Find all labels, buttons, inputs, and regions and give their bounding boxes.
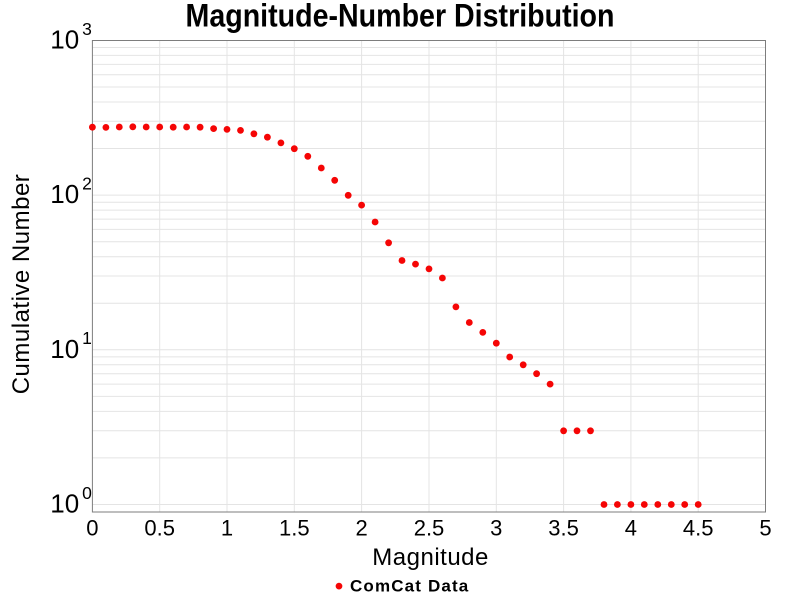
svg-text:1: 1: [221, 516, 233, 541]
svg-text:5: 5: [759, 516, 771, 541]
svg-text:ComCat Data: ComCat Data: [350, 577, 469, 596]
svg-text:1: 1: [82, 328, 92, 348]
svg-text:Magnitude-Number Distribution: Magnitude-Number Distribution: [186, 0, 615, 34]
svg-text:4: 4: [625, 516, 637, 541]
svg-text:2: 2: [355, 516, 367, 541]
svg-text:2: 2: [82, 174, 92, 194]
svg-text:Magnitude: Magnitude: [372, 544, 489, 571]
svg-text:0.5: 0.5: [144, 516, 175, 541]
svg-text:10: 10: [50, 179, 79, 209]
svg-text:3: 3: [82, 19, 92, 39]
svg-text:10: 10: [50, 25, 79, 55]
svg-text:4.5: 4.5: [683, 516, 714, 541]
svg-text:0: 0: [82, 483, 92, 503]
svg-text:0: 0: [86, 516, 98, 541]
svg-text:10: 10: [50, 489, 79, 519]
svg-text:Cumulative Number: Cumulative Number: [8, 174, 35, 395]
svg-text:10: 10: [50, 334, 79, 364]
svg-text:3.5: 3.5: [548, 516, 579, 541]
svg-text:1.5: 1.5: [279, 516, 310, 541]
svg-text:3: 3: [490, 516, 502, 541]
svg-text:2.5: 2.5: [414, 516, 445, 541]
